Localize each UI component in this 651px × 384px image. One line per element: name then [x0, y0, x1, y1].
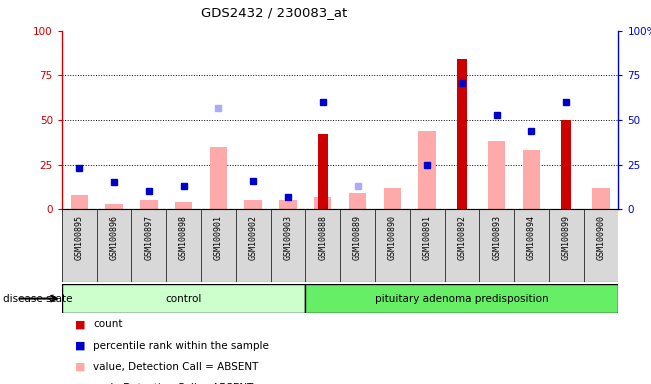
Text: GSM100900: GSM100900 — [596, 215, 605, 260]
Bar — [419, 131, 436, 209]
Text: GSM100888: GSM100888 — [318, 215, 327, 260]
Bar — [523, 151, 540, 209]
Text: rank, Detection Call = ABSENT: rank, Detection Call = ABSENT — [93, 383, 253, 384]
Text: GSM100898: GSM100898 — [179, 215, 188, 260]
Text: GSM100899: GSM100899 — [562, 215, 571, 260]
Bar — [245, 200, 262, 209]
Bar — [210, 147, 227, 209]
Text: pituitary adenoma predisposition: pituitary adenoma predisposition — [375, 293, 549, 304]
Text: ■: ■ — [75, 341, 85, 351]
Text: ■: ■ — [75, 383, 85, 384]
Bar — [62, 284, 305, 313]
Bar — [457, 59, 467, 209]
Bar — [279, 200, 297, 209]
Bar — [105, 204, 123, 209]
Text: GSM100890: GSM100890 — [388, 215, 397, 260]
Text: GSM100897: GSM100897 — [145, 215, 154, 260]
Bar — [140, 200, 158, 209]
Text: GSM100893: GSM100893 — [492, 215, 501, 260]
Bar — [305, 284, 618, 313]
Text: GSM100894: GSM100894 — [527, 215, 536, 260]
Bar — [592, 188, 610, 209]
Text: GSM100889: GSM100889 — [353, 215, 362, 260]
Text: GSM100902: GSM100902 — [249, 215, 258, 260]
Bar — [175, 202, 192, 209]
Text: GDS2432 / 230083_at: GDS2432 / 230083_at — [201, 6, 347, 19]
Text: ■: ■ — [75, 362, 85, 372]
Bar — [318, 134, 327, 209]
Text: GSM100896: GSM100896 — [109, 215, 118, 260]
Text: GSM100903: GSM100903 — [283, 215, 292, 260]
Text: GSM100892: GSM100892 — [458, 215, 466, 260]
Text: disease state: disease state — [3, 293, 73, 304]
Bar — [383, 188, 401, 209]
Bar — [561, 120, 571, 209]
Text: ■: ■ — [75, 319, 85, 329]
Text: control: control — [165, 293, 202, 304]
Text: GSM100895: GSM100895 — [75, 215, 84, 260]
Text: GSM100901: GSM100901 — [214, 215, 223, 260]
Text: percentile rank within the sample: percentile rank within the sample — [93, 341, 269, 351]
Bar — [488, 141, 505, 209]
Text: GSM100891: GSM100891 — [422, 215, 432, 260]
Bar — [70, 195, 88, 209]
Bar — [349, 193, 367, 209]
Text: count: count — [93, 319, 122, 329]
Bar — [314, 197, 331, 209]
Text: value, Detection Call = ABSENT: value, Detection Call = ABSENT — [93, 362, 258, 372]
